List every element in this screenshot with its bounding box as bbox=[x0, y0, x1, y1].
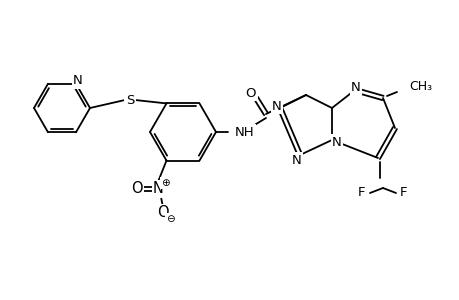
Text: S: S bbox=[126, 94, 134, 106]
Text: N: N bbox=[272, 100, 281, 112]
Text: O: O bbox=[245, 86, 256, 100]
Text: N: N bbox=[153, 181, 163, 196]
Text: ⊕: ⊕ bbox=[161, 178, 169, 188]
Text: N: N bbox=[331, 136, 341, 148]
Text: ⊖: ⊖ bbox=[166, 214, 174, 224]
Text: CH₃: CH₃ bbox=[408, 80, 431, 92]
Text: O: O bbox=[130, 181, 142, 196]
Text: N: N bbox=[291, 154, 301, 166]
Text: O: O bbox=[157, 205, 168, 220]
Text: F: F bbox=[358, 187, 365, 200]
Text: N: N bbox=[73, 74, 83, 87]
Text: F: F bbox=[399, 187, 407, 200]
Text: N: N bbox=[350, 80, 360, 94]
Text: NH: NH bbox=[235, 125, 254, 139]
